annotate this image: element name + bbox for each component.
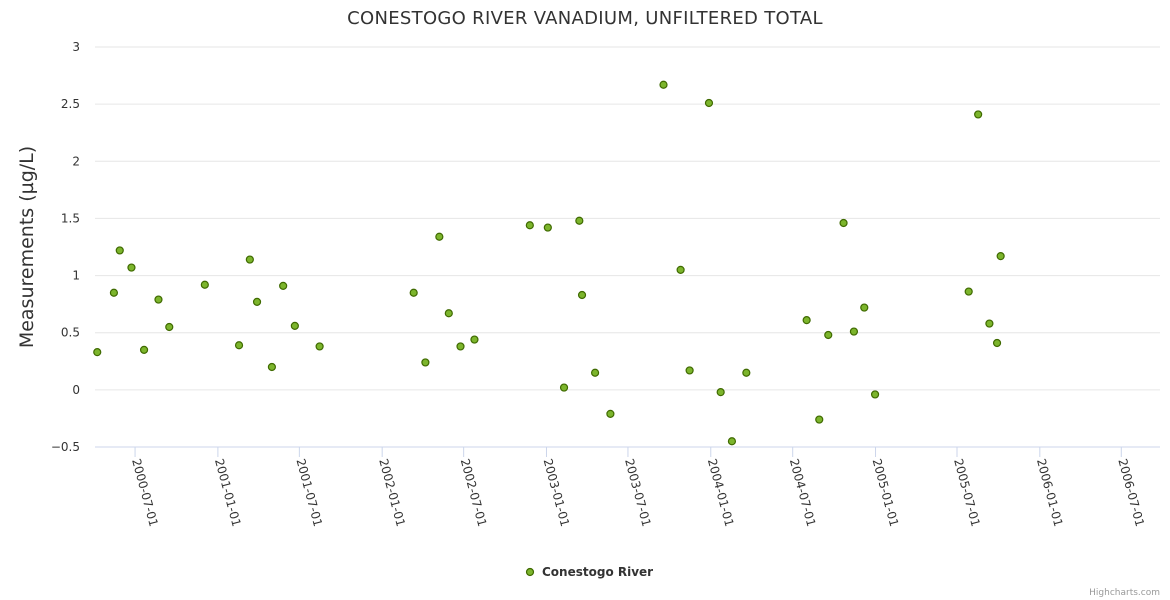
credits-link[interactable]: Highcharts.com <box>1089 588 1160 598</box>
data-point[interactable] <box>676 265 685 274</box>
y-tick-label: −0.5 <box>51 440 80 454</box>
x-tick-label: 2002-01-01 <box>376 457 408 528</box>
data-point[interactable] <box>267 362 276 372</box>
data-point[interactable] <box>659 80 668 89</box>
data-point[interactable] <box>824 330 833 340</box>
y-tick-label: 3 <box>72 40 80 54</box>
y-axis-title: Measurements (µg/L) <box>16 146 38 348</box>
data-point[interactable] <box>525 221 534 230</box>
x-tick-label: 2004-01-01 <box>705 457 737 528</box>
x-tick-label: 2001-07-01 <box>293 457 325 528</box>
data-point[interactable] <box>802 316 811 325</box>
data-point[interactable] <box>154 295 163 304</box>
x-tick-label: 2006-01-01 <box>1034 457 1066 528</box>
data-point[interactable] <box>543 223 552 232</box>
data-point[interactable] <box>139 345 149 354</box>
data-point[interactable] <box>165 322 174 332</box>
data-point[interactable] <box>252 297 262 306</box>
x-tick-label: 2005-07-01 <box>951 457 983 528</box>
data-point[interactable] <box>849 327 859 336</box>
data-point[interactable] <box>590 368 600 377</box>
data-point[interactable] <box>577 290 587 300</box>
x-tick-label: 2004-07-01 <box>787 457 819 528</box>
data-point[interactable] <box>870 390 880 399</box>
grid <box>95 46 1160 448</box>
data-point[interactable] <box>685 366 694 375</box>
data-point[interactable] <box>115 246 124 255</box>
data-point[interactable] <box>575 216 584 225</box>
x-tick-label: 2000-07-01 <box>129 457 161 528</box>
data-point[interactable] <box>716 388 725 397</box>
x-tick-label: 2001-01-01 <box>212 457 244 528</box>
y-tick-label: 1 <box>72 269 80 283</box>
data-point[interactable] <box>996 252 1005 261</box>
data-point[interactable] <box>444 309 453 318</box>
y-axis: −0.5 0 0.5 1 1.5 2 2.5 3 <box>51 40 80 454</box>
legend[interactable]: Conestogo River <box>525 565 654 579</box>
data-point[interactable] <box>435 232 444 241</box>
x-axis: 2000-07-01 2001-01-01 2001-07-01 2002-01-01… <box>129 447 1147 528</box>
data-point[interactable] <box>974 110 983 119</box>
series-conestogo-river[interactable] <box>93 80 1005 446</box>
data-point[interactable] <box>815 415 824 424</box>
y-tick-label: 1.5 <box>61 211 80 225</box>
x-tick-label: 2003-01-01 <box>541 457 573 528</box>
x-tick-label: 2003-07-01 <box>622 457 654 528</box>
y-tick-label: 2.5 <box>61 97 80 111</box>
legend-item-conestogo-river[interactable]: Conestogo River <box>542 565 653 579</box>
data-point[interactable] <box>985 319 994 328</box>
data-point[interactable] <box>245 255 254 264</box>
x-tick-label: 2005-01-01 <box>870 457 902 528</box>
y-tick-label: 0.5 <box>61 326 80 340</box>
data-point[interactable] <box>839 218 848 228</box>
data-point[interactable] <box>992 338 1002 348</box>
data-point[interactable] <box>109 288 119 297</box>
data-point[interactable] <box>279 281 288 290</box>
data-point[interactable] <box>742 368 751 377</box>
y-tick-label: 2 <box>72 154 80 168</box>
data-point[interactable] <box>421 358 430 367</box>
chart-title: CONESTOGO RIVER VANADIUM, UNFILTERED TOT… <box>347 8 823 29</box>
data-point[interactable] <box>234 341 244 350</box>
y-tick-label: 0 <box>72 383 80 397</box>
data-point[interactable] <box>470 335 479 344</box>
data-point[interactable] <box>860 303 869 312</box>
data-point[interactable] <box>704 98 714 108</box>
data-point[interactable] <box>964 287 973 296</box>
data-point[interactable] <box>727 437 737 446</box>
x-tick-label: 2002-07-01 <box>458 457 490 528</box>
data-point[interactable] <box>456 342 465 351</box>
data-point[interactable] <box>559 383 569 392</box>
data-point[interactable] <box>127 263 136 272</box>
data-point[interactable] <box>315 342 324 351</box>
x-tick-label: 2006-07-01 <box>1115 457 1147 528</box>
legend-marker[interactable] <box>525 567 535 577</box>
data-point[interactable] <box>606 409 615 418</box>
data-point[interactable] <box>200 280 209 289</box>
data-point[interactable] <box>409 288 418 297</box>
data-point[interactable] <box>93 348 102 357</box>
data-point[interactable] <box>290 321 299 330</box>
